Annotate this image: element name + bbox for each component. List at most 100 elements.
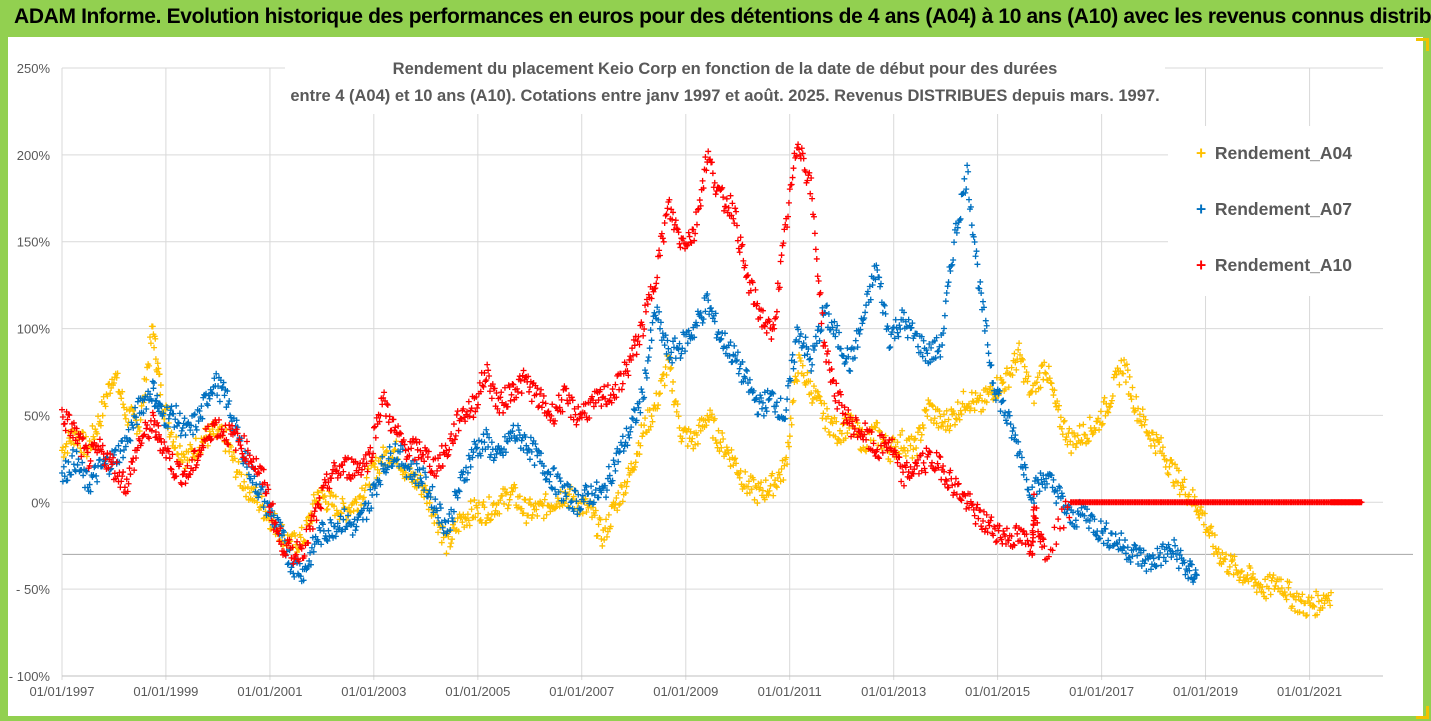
data-point — [1013, 366, 1020, 373]
data-point — [119, 388, 126, 395]
data-point — [861, 431, 868, 438]
data-point — [73, 448, 80, 455]
data-point — [712, 191, 719, 198]
data-point — [933, 449, 940, 456]
data-point — [645, 291, 652, 298]
data-point — [687, 238, 694, 245]
data-point — [339, 495, 346, 502]
data-point — [604, 528, 611, 535]
data-point — [514, 388, 521, 395]
data-point — [115, 442, 122, 449]
data-point — [1062, 498, 1069, 505]
data-point — [809, 399, 816, 406]
data-point — [1293, 590, 1300, 597]
data-point — [739, 241, 746, 248]
data-point — [255, 494, 262, 501]
data-point — [942, 476, 949, 483]
data-point — [656, 391, 663, 398]
data-point — [62, 427, 69, 434]
data-point — [82, 433, 89, 440]
data-point — [286, 536, 293, 543]
data-point — [824, 413, 831, 420]
data-point — [737, 467, 744, 474]
data-point — [998, 536, 1005, 543]
data-point — [87, 488, 94, 495]
data-point — [332, 533, 339, 540]
data-point — [288, 554, 295, 561]
data-point — [588, 483, 595, 490]
data-point — [945, 416, 952, 423]
data-point — [772, 408, 779, 415]
data-point — [358, 471, 365, 478]
data-point — [325, 479, 332, 486]
data-point — [96, 436, 103, 443]
data-point — [915, 429, 922, 436]
data-point — [965, 168, 972, 175]
data-point — [192, 435, 199, 442]
data-point — [525, 512, 532, 519]
data-point — [1222, 556, 1229, 563]
data-point — [1021, 461, 1028, 468]
data-point — [812, 333, 819, 340]
data-point — [1005, 537, 1012, 544]
data-point — [915, 456, 922, 463]
data-point — [801, 352, 808, 359]
data-point — [292, 532, 299, 539]
data-point — [244, 484, 251, 491]
data-point — [1041, 543, 1048, 550]
data-point — [1297, 597, 1304, 604]
data-point — [204, 402, 211, 409]
data-point — [785, 199, 792, 206]
data-point — [181, 468, 188, 475]
data-point — [712, 437, 719, 444]
data-point — [697, 309, 704, 316]
data-point — [120, 469, 127, 476]
data-point — [1063, 510, 1070, 517]
data-point — [326, 485, 333, 492]
data-point — [219, 383, 226, 390]
data-point — [509, 488, 516, 495]
data-point — [243, 493, 250, 500]
data-point — [1193, 572, 1200, 579]
data-point — [114, 370, 121, 377]
data-point — [486, 517, 493, 524]
data-point — [734, 471, 741, 478]
data-point — [988, 362, 995, 369]
data-point — [347, 475, 354, 482]
data-point — [456, 488, 463, 495]
data-point — [945, 279, 952, 286]
data-point — [831, 393, 838, 400]
data-point — [386, 443, 393, 450]
data-point — [832, 397, 839, 404]
data-point — [941, 418, 948, 425]
data-point — [547, 508, 554, 515]
data-point — [445, 451, 452, 458]
data-point — [491, 454, 498, 461]
data-point — [922, 407, 929, 414]
data-point — [762, 404, 769, 411]
data-point — [628, 424, 635, 431]
data-point — [340, 468, 347, 475]
data-point — [939, 342, 946, 349]
data-point — [784, 461, 791, 468]
data-point — [334, 520, 341, 527]
y-tick-label: - 50% — [16, 582, 50, 597]
data-point — [290, 560, 297, 567]
data-point — [763, 329, 770, 336]
data-point — [666, 196, 673, 203]
data-point — [435, 455, 442, 462]
data-point — [873, 262, 880, 269]
data-point — [612, 467, 619, 474]
data-point — [1176, 491, 1183, 498]
data-point — [260, 466, 267, 473]
data-point — [883, 444, 890, 451]
data-point — [1152, 450, 1159, 457]
data-point — [329, 470, 336, 477]
data-point — [468, 405, 475, 412]
data-point — [80, 434, 87, 441]
data-point — [1296, 609, 1303, 616]
data-point — [552, 417, 559, 424]
data-point — [332, 493, 339, 500]
data-point — [917, 349, 924, 356]
data-point — [450, 508, 457, 515]
